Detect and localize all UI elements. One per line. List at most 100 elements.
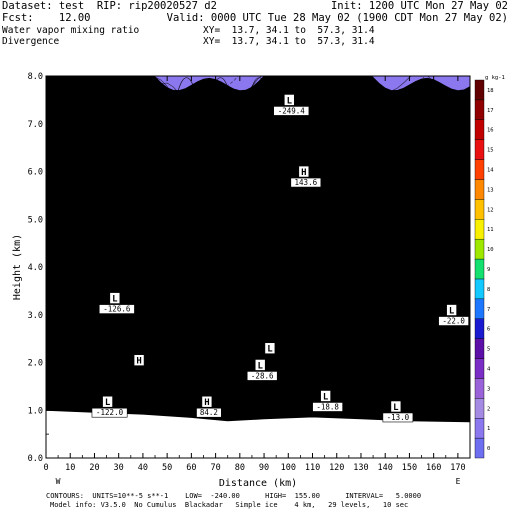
x-tick-label: 170	[450, 463, 465, 473]
contour-label-text: 40	[206, 382, 216, 391]
field1-label: Water vapor mixing ratio	[2, 25, 140, 36]
y-tick-label: 0.0	[28, 454, 43, 464]
colorbar-swatch	[474, 258, 485, 280]
contour-line	[46, 222, 470, 267]
y-axis-title: Height (km)	[12, 234, 23, 300]
contour-label-text: -20	[298, 86, 313, 95]
contour-cell	[200, 77, 240, 343]
dataset-label: Dataset: test RIP: rip20020527 d2	[2, 0, 217, 12]
colorbar-label: 4	[487, 366, 491, 372]
extremum-symbol-box	[320, 390, 331, 402]
contour-cell	[87, 77, 127, 343]
contour-line	[46, 151, 470, 197]
extremum-symbol: L	[258, 361, 264, 371]
colorbar-label: 1	[487, 426, 490, 432]
colorbar-swatch	[474, 398, 485, 419]
y-tick-label: 5.0	[28, 215, 43, 225]
colorbar-swatch	[474, 219, 485, 240]
extremum-symbol: L	[287, 96, 293, 106]
extremum-marker: H84.2	[196, 395, 222, 418]
contour-cell	[179, 165, 194, 255]
contour-label: -20	[184, 270, 199, 279]
colorbar-label: 2	[487, 406, 490, 412]
colorbar-label: 16	[487, 128, 494, 134]
contour-label: -20	[422, 409, 437, 418]
contour-line	[46, 272, 470, 317]
colorbar-label: 0	[487, 446, 490, 452]
contour-label: 0	[419, 273, 424, 282]
contour-cell	[170, 99, 203, 321]
contour-info: CONTOURS: UNITS=10**-5 s**-1 LOW= -240.0…	[46, 492, 422, 500]
forecast-hour-label: Fcst: 12.00	[2, 12, 91, 24]
y-axis: 0.0 1.0 2.0 3.0 4.0 5.0 6.0 7.0 8.0	[28, 72, 470, 464]
contour-label: -20	[179, 409, 194, 418]
contour-label: -40	[70, 153, 85, 162]
contour-label-text: -20	[111, 168, 126, 177]
contour-label-text: -20	[51, 115, 66, 124]
x-tick-label: 90	[259, 463, 269, 473]
contour-label-text: -20	[439, 191, 454, 200]
contour-cell	[121, 99, 155, 321]
x-axis-east-label: E	[456, 477, 461, 486]
contour-cell	[176, 143, 197, 277]
extremum-symbol: H	[301, 168, 306, 178]
colorbar-swatch	[474, 159, 485, 180]
extremum-symbol-box	[201, 395, 213, 408]
x-tick-label: 120	[329, 463, 344, 473]
x-tick-label: 100	[281, 463, 296, 473]
extremum-symbol-box	[254, 359, 266, 371]
x-axis-title: Distance (km)	[219, 478, 297, 489]
extremum-marker: L-249.4	[273, 94, 310, 116]
extremum-symbol-box	[298, 165, 310, 178]
colorbar-label: 8	[487, 287, 490, 293]
colorbar-label: 3	[487, 386, 490, 392]
extremum-symbol: L	[105, 398, 111, 408]
y-tick-label: 2.0	[28, 359, 43, 369]
contour-labels: -20 -40 -20 -60-20-20 -60-40-20-40-20-60-60-…	[46, 86, 454, 418]
contour-cell	[216, 187, 224, 233]
contour-label-text: -60	[402, 168, 417, 177]
contour-label-text: 60	[380, 339, 390, 348]
contour-line	[46, 332, 470, 377]
contour-label: 60	[380, 339, 390, 348]
contour-line	[46, 342, 470, 388]
extremum-symbol-box	[133, 354, 145, 366]
extremum-value: 84.2	[200, 408, 218, 417]
colorbar-label: 12	[487, 207, 494, 213]
contour-label: -20	[51, 115, 66, 124]
x-tick-label: 50	[162, 463, 172, 473]
x-tick-label: 160	[426, 463, 441, 473]
contour-cell	[302, 143, 323, 277]
x-axis-west-label: W	[56, 477, 61, 486]
x-tick-label: 20	[89, 463, 99, 473]
model-info: Model info: V3.5.0 No Cumulus Blackadar …	[50, 501, 409, 509]
colorbar-swatch	[474, 437, 485, 459]
extremum-value: -126.6	[103, 305, 131, 314]
x-tick-label: 150	[402, 463, 417, 473]
contour-label: 0	[366, 397, 371, 406]
contour-cell	[182, 187, 191, 233]
contour-line	[46, 211, 470, 257]
contour-label: 0	[298, 392, 303, 401]
contour-line	[46, 76, 470, 117]
extremum-value: -249.4	[278, 106, 306, 115]
colorbar-swatch	[474, 278, 485, 300]
extremum-value: 143.6	[295, 178, 318, 187]
contour-label-text: 0	[419, 273, 424, 282]
contour-label-text: -20	[116, 394, 131, 403]
contour-cell	[299, 121, 326, 299]
contour-cell	[207, 121, 234, 299]
contour-label: -20	[111, 168, 126, 177]
contour-label-text: 40	[363, 313, 373, 322]
contour-cell	[204, 99, 237, 321]
contour-label: 40	[363, 313, 373, 322]
extremum-value-box	[273, 106, 310, 116]
contour-label-text: -40	[184, 203, 199, 212]
contour-label-text: -40	[385, 125, 400, 134]
contour-label-text: 0	[346, 273, 351, 282]
contour-label: -20	[298, 86, 313, 95]
contour-label-text: -20	[422, 409, 437, 418]
x-tick-label: 30	[114, 463, 124, 473]
